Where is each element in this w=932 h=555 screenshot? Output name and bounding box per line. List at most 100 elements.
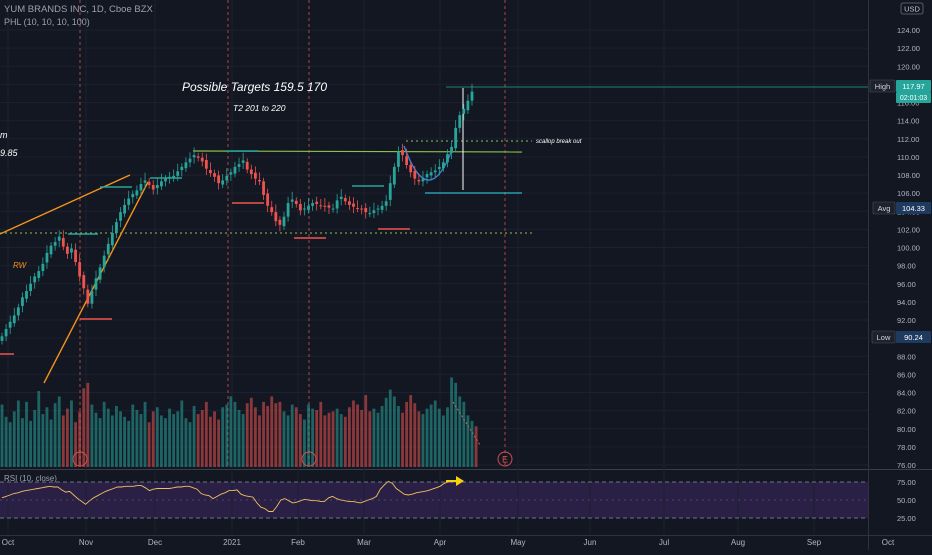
candle-body[interactable] bbox=[196, 156, 200, 158]
candle-body[interactable] bbox=[213, 173, 216, 177]
candle-body[interactable] bbox=[384, 201, 388, 206]
candle-body[interactable] bbox=[123, 204, 127, 214]
candle-body[interactable] bbox=[12, 315, 16, 324]
candle-body[interactable] bbox=[225, 175, 229, 181]
candle-body[interactable] bbox=[303, 208, 306, 210]
candle-body[interactable] bbox=[45, 252, 49, 263]
candle-body[interactable] bbox=[151, 184, 155, 190]
candle-body[interactable] bbox=[119, 212, 122, 221]
candle-body[interactable] bbox=[37, 271, 41, 278]
candle-body[interactable] bbox=[131, 194, 135, 198]
candle-body[interactable] bbox=[106, 243, 110, 255]
candle-body[interactable] bbox=[258, 179, 261, 182]
candle-body[interactable] bbox=[82, 275, 86, 289]
rsi-axis[interactable]: 25.00 50.00 75.00 bbox=[897, 478, 916, 523]
candle-body[interactable] bbox=[253, 172, 257, 179]
candle-body[interactable] bbox=[437, 166, 441, 170]
candle-body[interactable] bbox=[90, 291, 94, 304]
candle-body[interactable] bbox=[164, 178, 167, 182]
candle-body[interactable] bbox=[53, 242, 57, 246]
dividend-marker-icon[interactable] bbox=[301, 451, 317, 467]
candle-body[interactable] bbox=[0, 336, 4, 341]
candle-body[interactable] bbox=[331, 208, 335, 210]
candle-body[interactable] bbox=[339, 196, 343, 200]
candle-body[interactable] bbox=[450, 146, 453, 153]
rsi-legend[interactable]: RSI (10, close) bbox=[4, 474, 57, 483]
candle-body[interactable] bbox=[176, 171, 180, 176]
candle-body[interactable] bbox=[249, 169, 253, 175]
candle-body[interactable] bbox=[168, 176, 171, 178]
price-pane[interactable] bbox=[0, 0, 868, 468]
candle-body[interactable] bbox=[413, 170, 417, 179]
candle-body[interactable] bbox=[143, 180, 147, 183]
candle-body[interactable] bbox=[270, 207, 274, 213]
candle-body[interactable] bbox=[74, 249, 77, 262]
candle-body[interactable] bbox=[278, 219, 282, 225]
candle-body[interactable] bbox=[327, 205, 331, 208]
candle-body[interactable] bbox=[323, 205, 327, 207]
candle-body[interactable] bbox=[294, 200, 298, 204]
candle-body[interactable] bbox=[41, 263, 45, 272]
candle-body[interactable] bbox=[364, 208, 368, 213]
targets-annotation[interactable]: Possible Targets 159.5 170 bbox=[182, 80, 327, 94]
candle-body[interactable] bbox=[49, 245, 53, 255]
candle-body[interactable] bbox=[65, 246, 69, 254]
scallop-annotation[interactable]: scallop break out bbox=[536, 139, 582, 145]
candle-body[interactable] bbox=[392, 166, 396, 185]
candle-body[interactable] bbox=[155, 184, 159, 189]
candle-body[interactable] bbox=[94, 278, 98, 290]
candle-body[interactable] bbox=[98, 267, 102, 280]
candle-body[interactable] bbox=[86, 289, 90, 304]
time-axis[interactable]: Oct Nov Dec 2021 Feb Mar Apr May Jun Jul Aug Sep Oct bbox=[2, 538, 895, 547]
candle-body[interactable] bbox=[356, 208, 359, 210]
candle-body[interactable] bbox=[135, 190, 139, 196]
candle-body[interactable] bbox=[417, 179, 421, 182]
dividend-marker-icon[interactable] bbox=[72, 451, 88, 467]
candle-body[interactable] bbox=[188, 158, 192, 163]
candle-body[interactable] bbox=[282, 216, 286, 227]
candle-body[interactable] bbox=[217, 175, 221, 184]
candle-body[interactable] bbox=[33, 276, 37, 283]
candle-body[interactable] bbox=[458, 115, 462, 128]
earnings-marker-icon[interactable] bbox=[497, 451, 513, 467]
candle-body[interactable] bbox=[466, 100, 470, 111]
candle-body[interactable] bbox=[409, 165, 413, 173]
candle-body[interactable] bbox=[209, 170, 212, 174]
candle-body[interactable] bbox=[233, 166, 237, 174]
avg-tag[interactable]: Avg 104.33 bbox=[872, 201, 931, 215]
candle-body[interactable] bbox=[70, 248, 73, 253]
candle-body[interactable] bbox=[286, 203, 290, 217]
candle-body[interactable] bbox=[376, 208, 380, 210]
candle-body[interactable] bbox=[266, 193, 270, 206]
symbol-legend[interactable]: YUM BRANDS INC, 1D, Cboe BZX bbox=[4, 4, 154, 15]
candle-body[interactable] bbox=[221, 180, 225, 185]
candle-body[interactable] bbox=[8, 321, 12, 328]
candle-body[interactable] bbox=[347, 201, 351, 205]
t2-annotation[interactable]: T2 201 to 220 bbox=[233, 103, 286, 113]
candle-body[interactable] bbox=[454, 127, 458, 149]
candle-body[interactable] bbox=[315, 201, 319, 204]
candle-body[interactable] bbox=[405, 156, 409, 166]
candle-body[interactable] bbox=[446, 154, 449, 163]
candle-body[interactable] bbox=[237, 164, 241, 167]
candle-body[interactable] bbox=[245, 161, 249, 170]
rw-annotation[interactable]: RW bbox=[13, 261, 28, 270]
candle-body[interactable] bbox=[110, 233, 114, 246]
candle-body[interactable] bbox=[429, 172, 433, 176]
candle-body[interactable] bbox=[241, 160, 245, 163]
candle-body[interactable] bbox=[425, 174, 429, 178]
candle-body[interactable] bbox=[311, 203, 315, 206]
candle-body[interactable] bbox=[372, 210, 376, 214]
candle-body[interactable] bbox=[343, 198, 347, 202]
candle-body[interactable] bbox=[147, 181, 151, 185]
rsi-pane[interactable] bbox=[1, 480, 461, 512]
candle-body[interactable] bbox=[229, 172, 233, 175]
candle-body[interactable] bbox=[25, 291, 28, 299]
candle-body[interactable] bbox=[184, 162, 188, 169]
candle-body[interactable] bbox=[57, 236, 61, 241]
candle-body[interactable] bbox=[290, 199, 294, 202]
candle-body[interactable] bbox=[204, 160, 208, 169]
currency-badge[interactable] bbox=[900, 2, 924, 15]
candle-body[interactable] bbox=[380, 205, 384, 210]
